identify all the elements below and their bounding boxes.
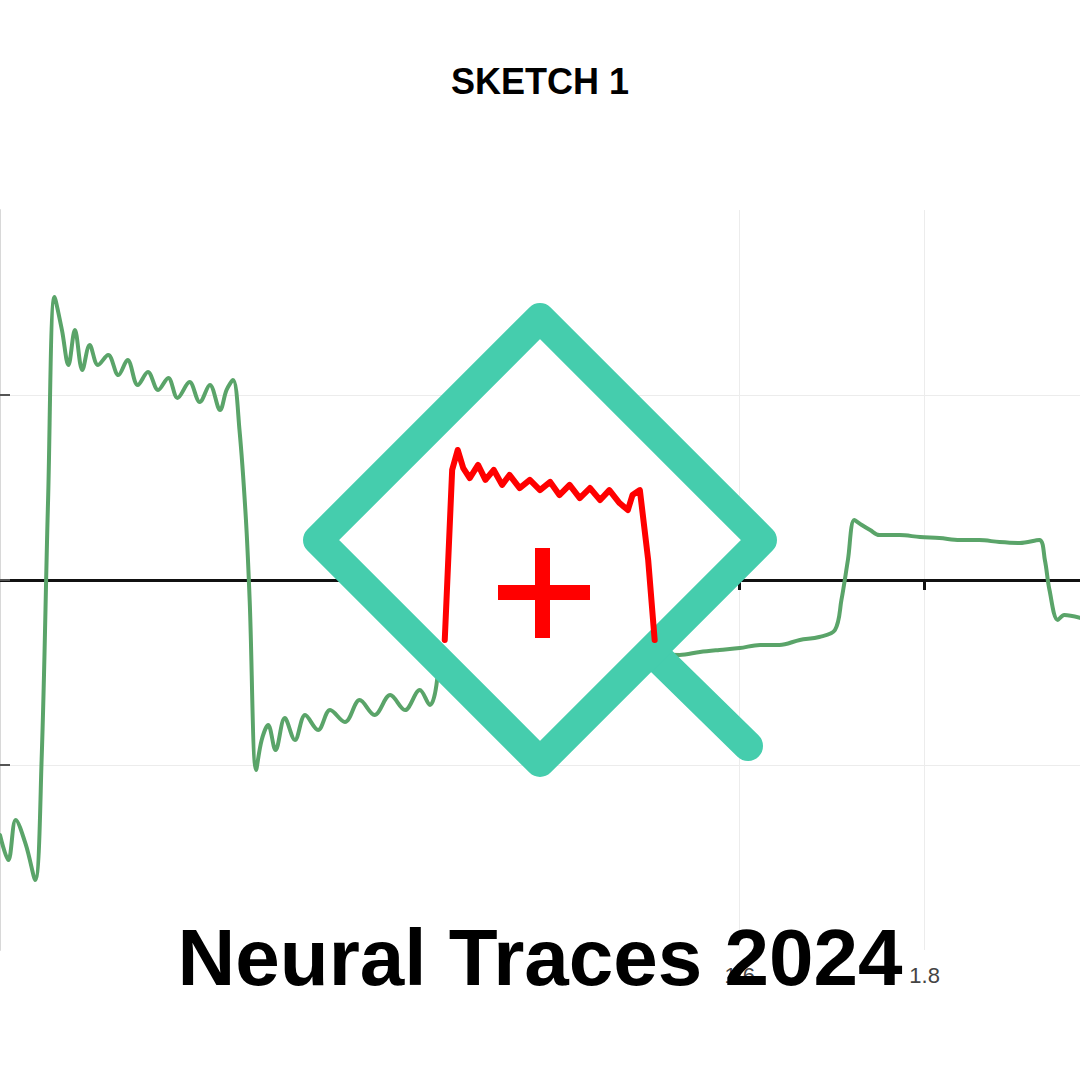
svg-text:Neural Traces 2024: Neural Traces 2024 (178, 913, 903, 1002)
svg-text:SKETCH 1: SKETCH 1 (451, 61, 629, 102)
svg-text:1.8: 1.8 (909, 963, 940, 988)
